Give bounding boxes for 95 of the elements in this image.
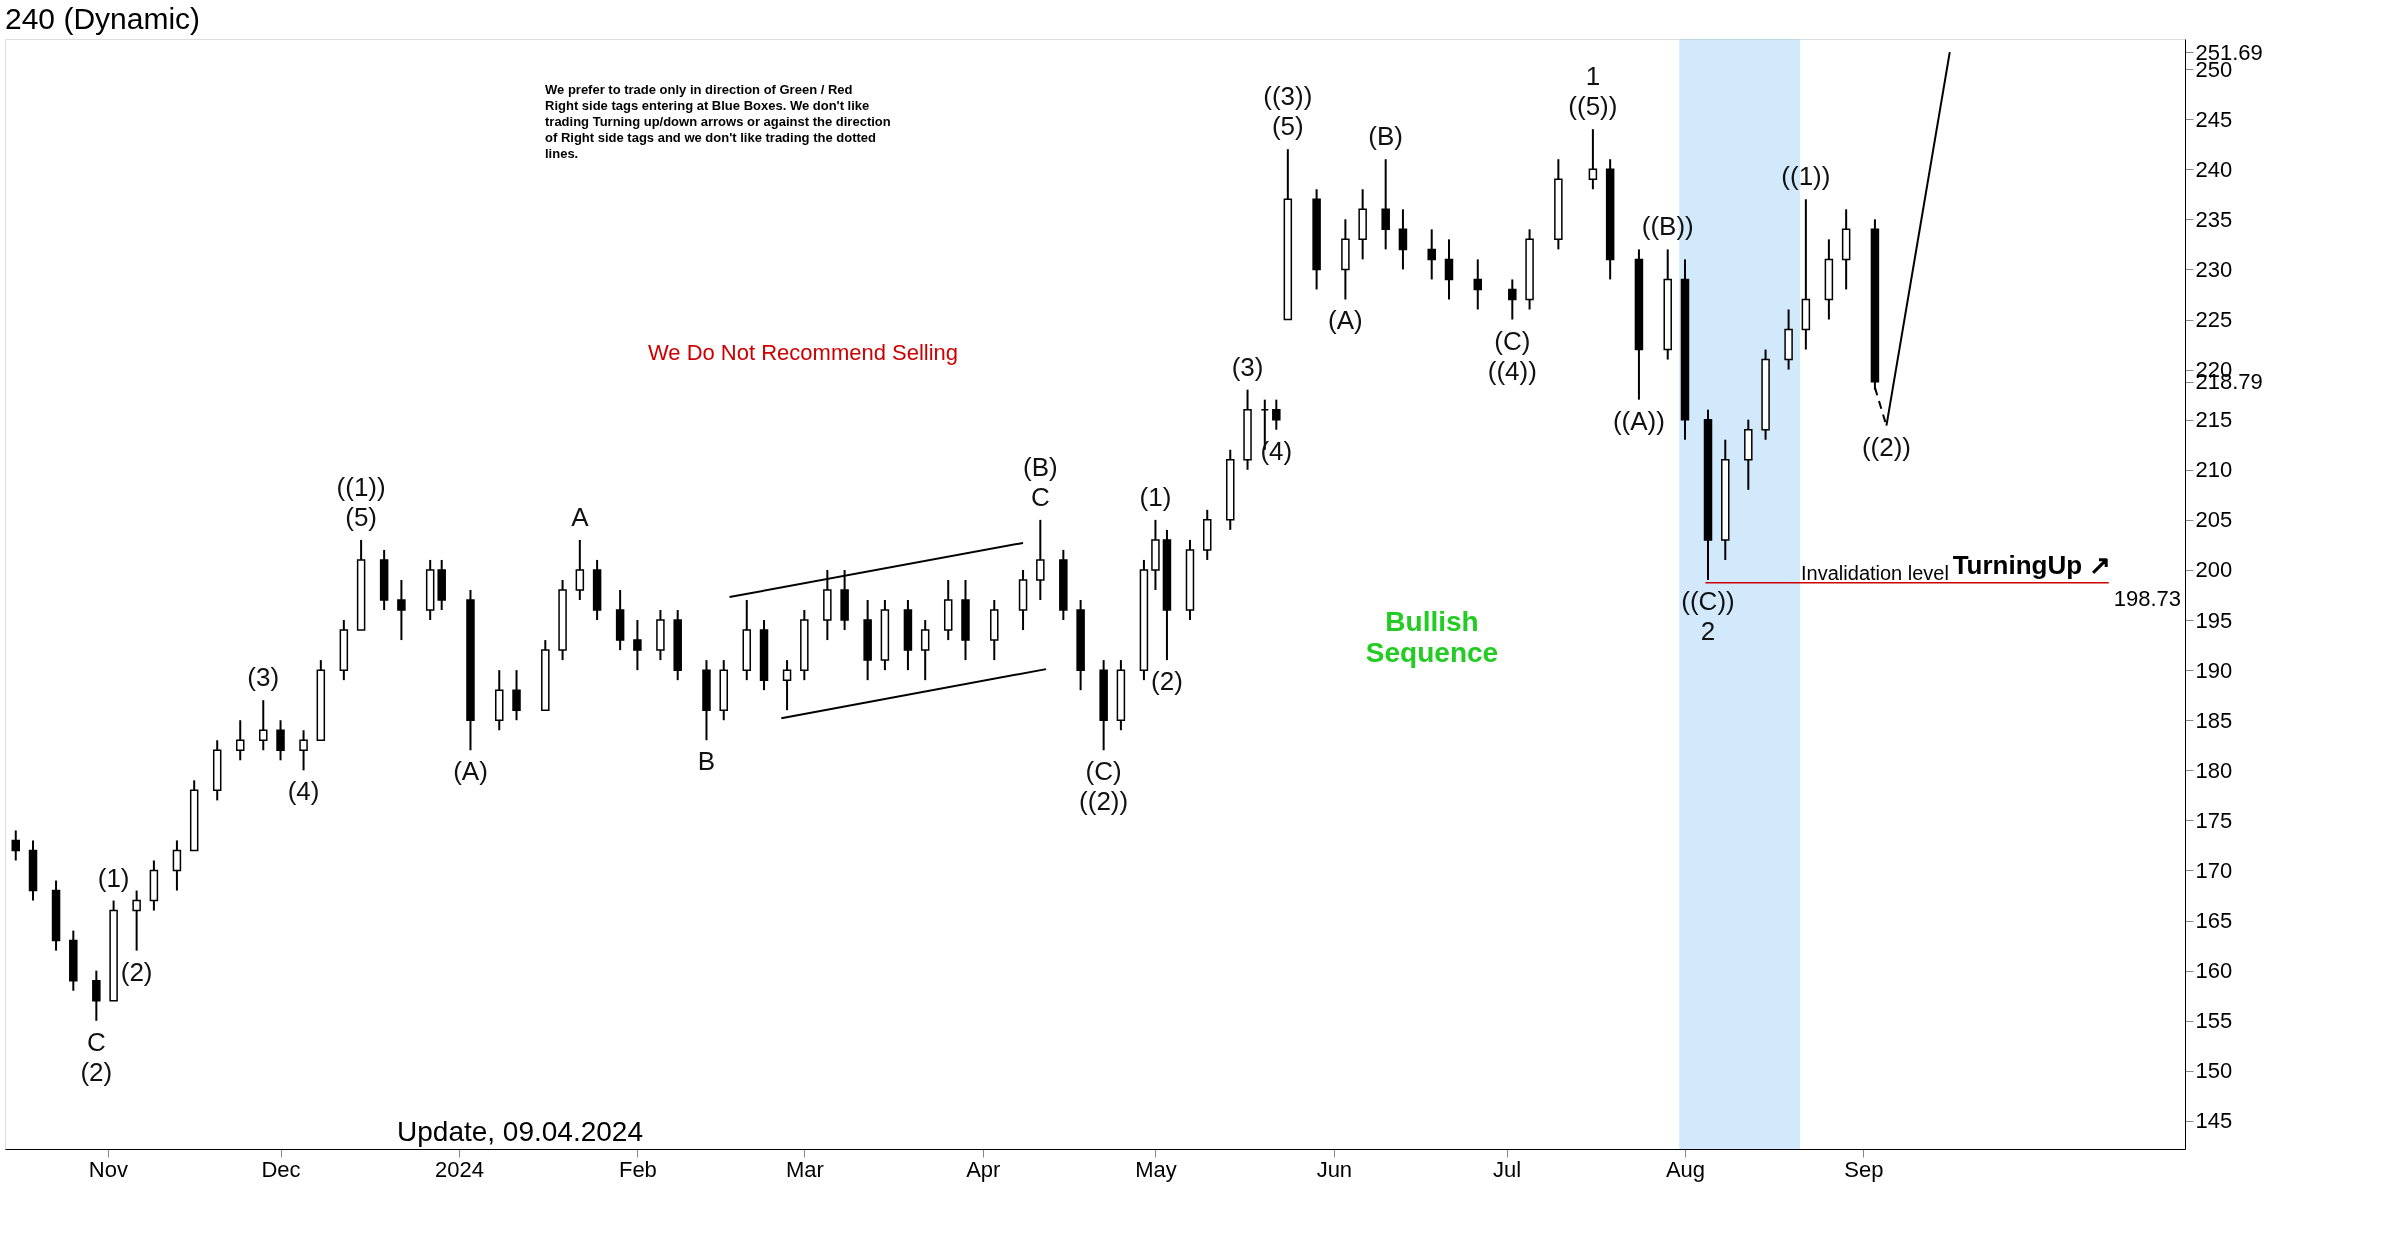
y-tick-label: 185: [2195, 707, 2233, 733]
candlestick: [92, 969, 101, 1022]
candlestick: [1398, 208, 1408, 271]
annotation: ((5)): [1568, 91, 1618, 122]
candlestick: [512, 669, 521, 722]
annotation: (B): [1368, 121, 1404, 152]
annotation: Invalidation level: [1801, 562, 1949, 584]
annotation: TurningUp ↗: [1952, 550, 2112, 580]
annotation: ((A)): [1612, 405, 1665, 436]
x-tick-label: Nov: [88, 1156, 128, 1182]
chart-title: 240 (Dynamic): [5, 2, 201, 35]
candlestick: [1381, 158, 1390, 251]
y-tick-label: 205: [2195, 507, 2233, 533]
y-tick-label: 155: [2195, 1008, 2233, 1034]
annotation: (1): [1139, 481, 1172, 512]
candlestick: [1427, 228, 1436, 281]
y-tick-label: 225: [2195, 307, 2233, 333]
annotation: (5): [345, 501, 377, 532]
annotation: (5): [1271, 111, 1304, 142]
candlestick: [259, 699, 268, 752]
annotation: ((C)): [1681, 585, 1735, 616]
candlestick: [235, 719, 245, 762]
y-tick-label: 245: [2195, 106, 2233, 132]
x-tick-label: Sep: [1844, 1156, 1884, 1182]
y-tick-label: 230: [2195, 256, 2233, 282]
candlestick: [1473, 258, 1483, 311]
candlestick: [920, 619, 930, 682]
candlestick: [172, 839, 182, 892]
candlestick: [299, 729, 308, 772]
y-tick-label: 200: [2195, 557, 2233, 583]
candlestick: [1444, 238, 1454, 301]
y-tick-label: 235: [2195, 206, 2233, 232]
candlestick: [397, 578, 406, 642]
annotation: C: [86, 1026, 106, 1057]
y-tick-label: 240: [2195, 156, 2233, 182]
candlestick: [575, 538, 585, 602]
y-tick-label: 165: [2195, 908, 2233, 934]
annotation: (2): [1151, 666, 1183, 697]
annotation: (3): [247, 662, 280, 693]
x-tick-label: 2024: [434, 1156, 484, 1182]
annotation: We prefer to trade only in direction of Green / Red Right side tags entering at Blue Boxes. We don't like trading Turning up/down arrows or against the direction of Right side tags and we don't like trading the dotted lines.: [545, 82, 891, 161]
annotation: C: [1030, 481, 1050, 512]
y-tick-label: 210: [2195, 457, 2233, 483]
candlestick: [276, 719, 285, 762]
annotation: 2: [1700, 615, 1716, 646]
x-tick-label: Jul: [1492, 1156, 1522, 1182]
candlestick: [633, 619, 642, 672]
annotation: ((1)): [1781, 161, 1831, 192]
x-tick-label: May: [1135, 1156, 1177, 1182]
annotation: (C): [1085, 756, 1122, 787]
y-tick-label: 175: [2195, 807, 2233, 833]
annotation: ((1)): [336, 471, 386, 502]
annotation: ((3)): [1263, 81, 1313, 112]
annotation: (B): [1022, 451, 1058, 482]
x-tick-label: Jun: [1316, 1156, 1353, 1182]
annotation: (A): [1328, 305, 1363, 336]
candlestick: [782, 659, 792, 712]
x-tick-label: Aug: [1665, 1156, 1706, 1182]
annotation: (2): [120, 956, 153, 987]
y-tick-label: 180: [2195, 757, 2233, 783]
candlestick: [1036, 518, 1045, 602]
candlestick: [11, 829, 21, 862]
ref-line-label: 198.73: [2113, 585, 2181, 611]
annotation: ((4)): [1487, 355, 1537, 386]
annotation: (A): [453, 756, 488, 787]
y-tick-label: 160: [2195, 958, 2233, 984]
annotation: (C): [1494, 325, 1531, 356]
annotation: A: [571, 501, 590, 532]
annotation: We Do Not Recommend Selling: [647, 340, 959, 365]
candlestick: [1588, 128, 1598, 191]
y-tick-label: 150: [2195, 1058, 2233, 1084]
annotation: 1: [1585, 61, 1601, 92]
annotation: ((2)): [1079, 786, 1129, 817]
y-tick-label: 145: [2195, 1108, 2233, 1134]
y-tick-label: 190: [2195, 657, 2233, 683]
annotation: (2): [80, 1056, 113, 1087]
annotation: (1): [97, 862, 130, 893]
candlestick: [1272, 398, 1281, 431]
annotation: ((B)): [1641, 211, 1694, 242]
annotation: B: [697, 746, 716, 777]
x-tick-label: Feb: [618, 1156, 657, 1182]
annotation: Bullish Sequence: [1365, 606, 1499, 668]
x-tick-label: Dec: [261, 1156, 301, 1182]
annotation: (3): [1231, 351, 1264, 382]
y-tick-label: 195: [2195, 607, 2233, 633]
annotation: ((2)): [1861, 431, 1911, 462]
annotation: (4): [1260, 435, 1293, 466]
x-tick-label: Mar: [785, 1156, 824, 1182]
annotation: (4): [287, 776, 320, 807]
candlestick: [132, 889, 141, 952]
annotation: Update, 09.04.2024: [397, 1116, 643, 1147]
y-tick-label: 170: [2195, 858, 2233, 883]
candlestick: [1508, 278, 1517, 321]
x-tick-label: Apr: [966, 1156, 1001, 1182]
y-tick-label: 215: [2195, 407, 2233, 433]
